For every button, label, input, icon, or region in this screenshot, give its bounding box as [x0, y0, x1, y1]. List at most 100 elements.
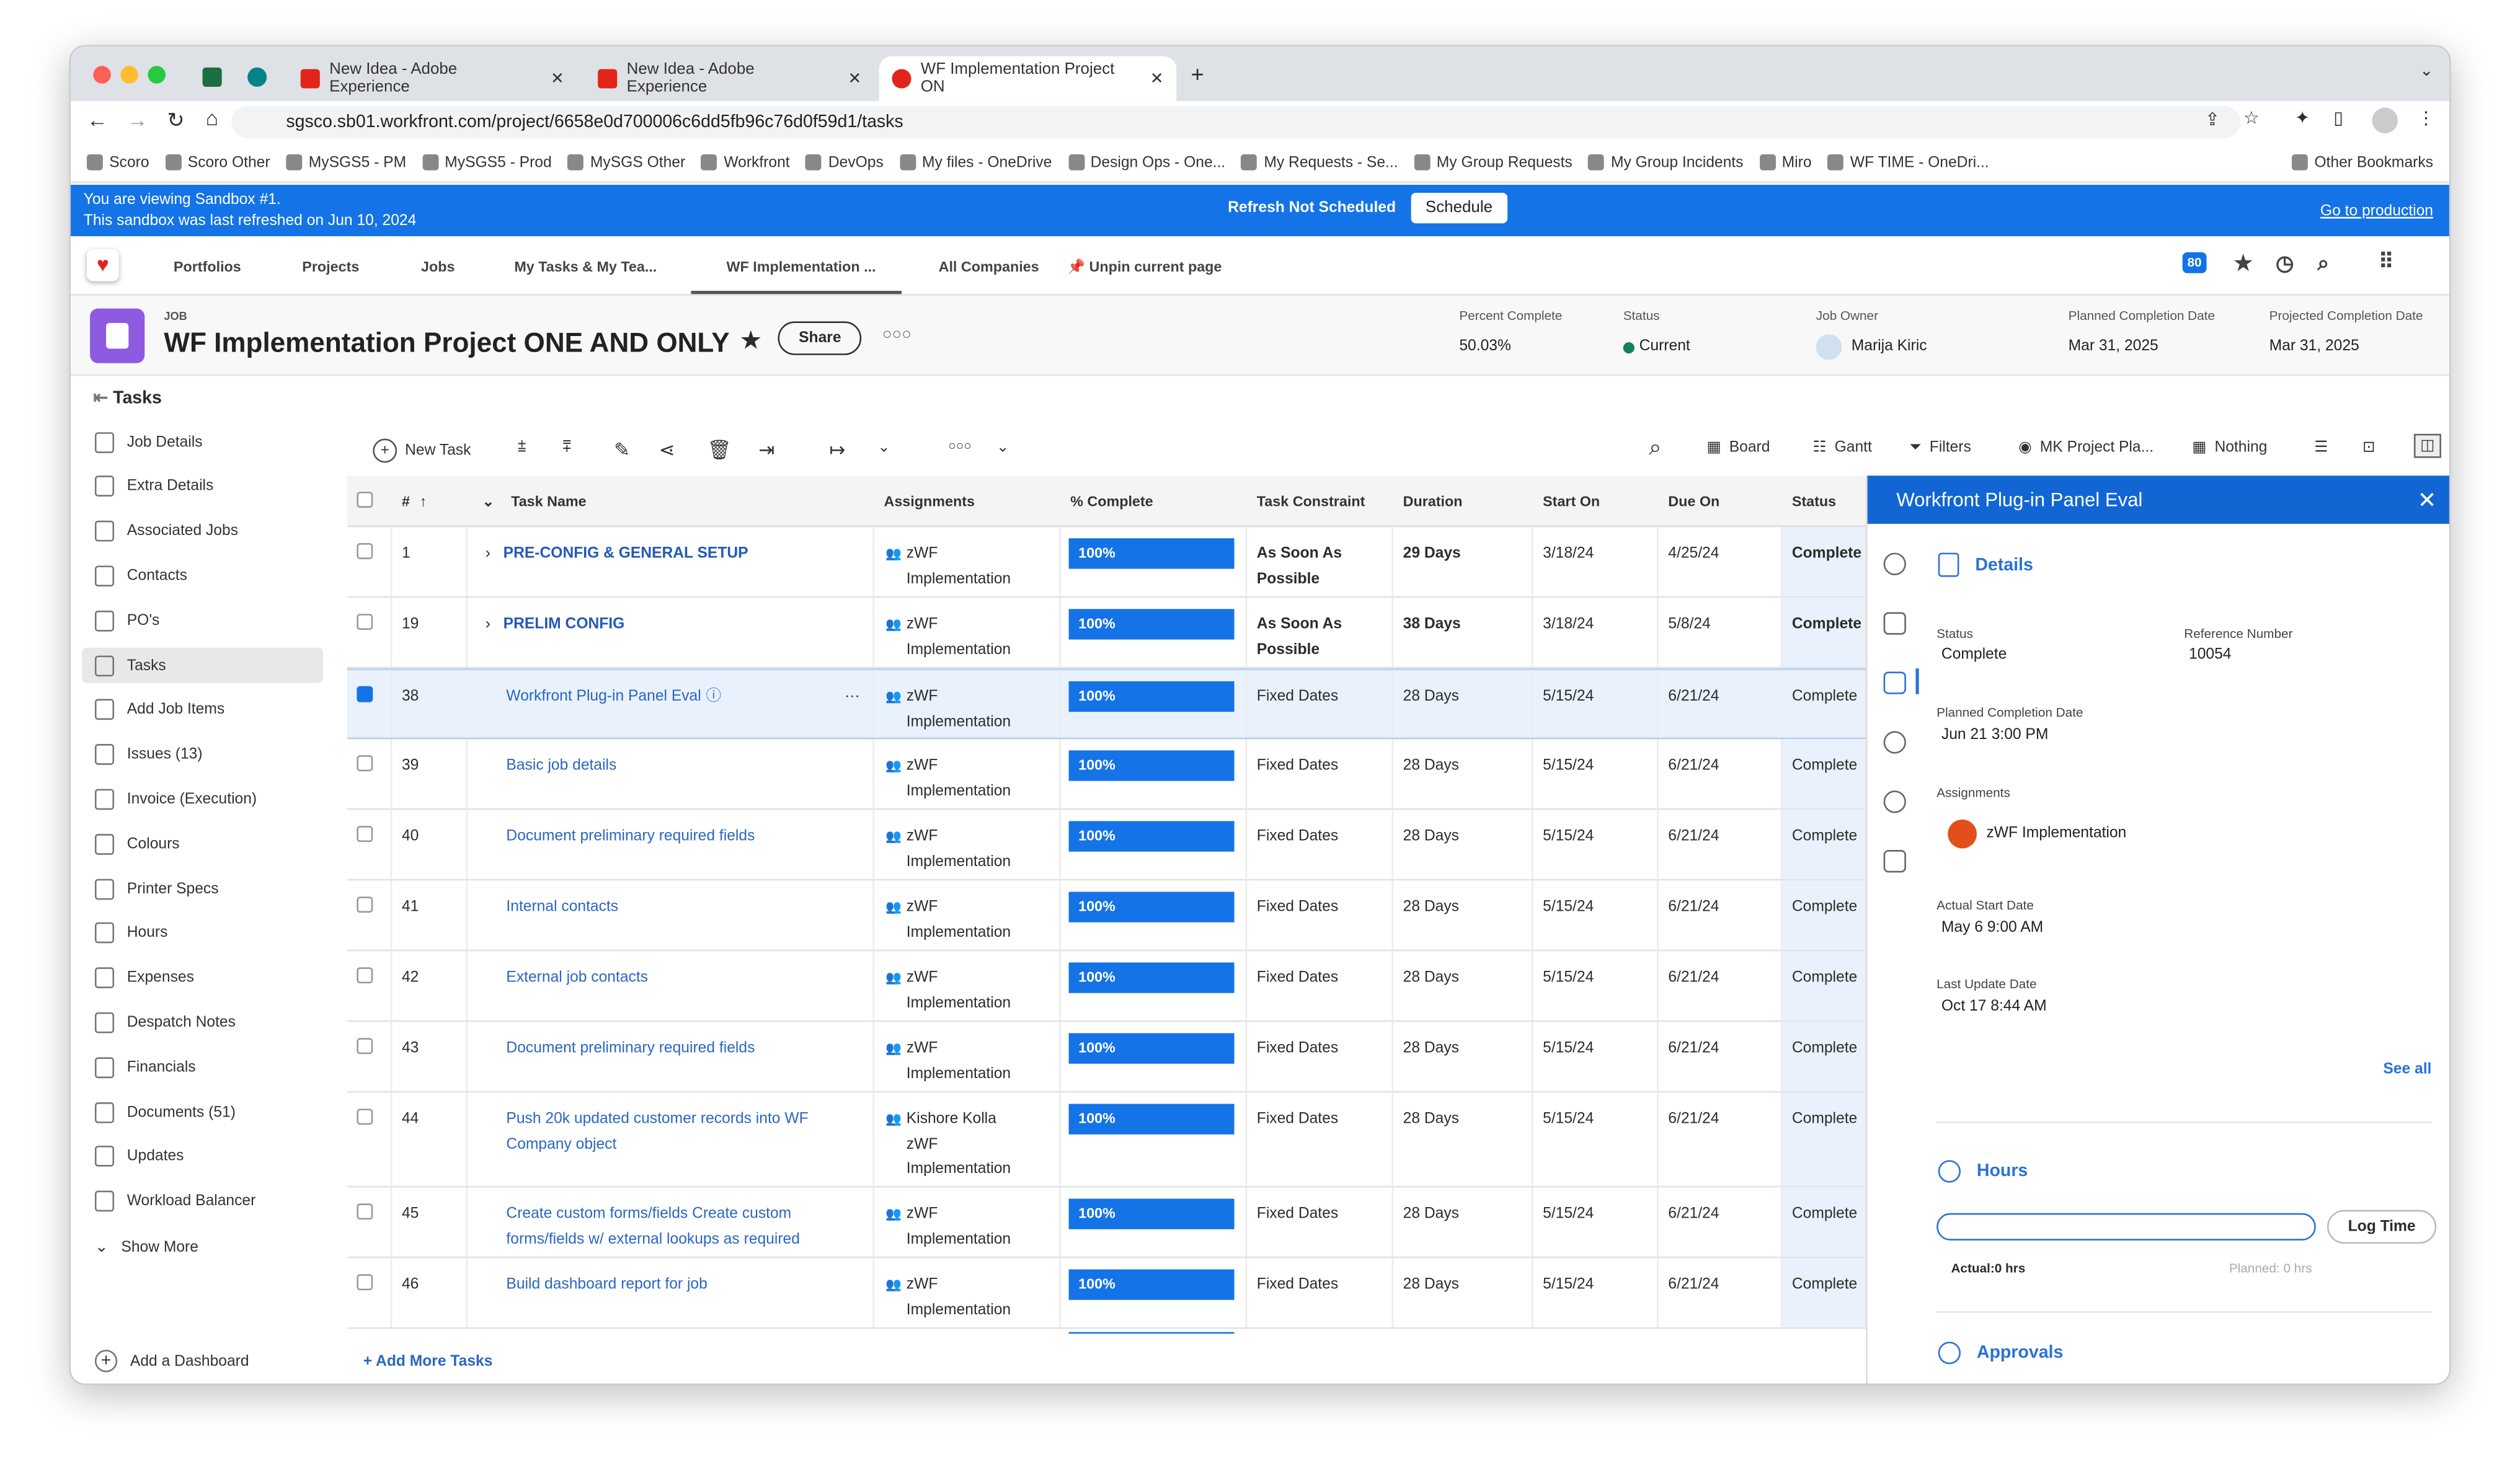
- move-icon[interactable]: ↦: [829, 438, 846, 461]
- assignment[interactable]: Implementation: [906, 781, 1011, 800]
- sidebar-item-extra-details[interactable]: Extra Details: [82, 469, 323, 504]
- task-name-link[interactable]: External job contacts: [506, 968, 648, 987]
- bookmark-item[interactable]: MySGS5 - Prod: [422, 154, 552, 171]
- nav-portfolios[interactable]: Portfolios: [173, 259, 241, 275]
- nav-jobs[interactable]: Jobs: [421, 259, 455, 275]
- assignment[interactable]: zWF: [906, 615, 938, 634]
- show-more-button[interactable]: ⌄ Show More: [82, 1230, 323, 1265]
- nav-my-tasks[interactable]: My Tasks & My Tea...: [514, 259, 657, 275]
- table-row[interactable]: 40 Document preliminary required fields zW…: [347, 810, 1866, 881]
- assignment[interactable]: Implementation: [906, 1301, 1011, 1319]
- side-panel-icon[interactable]: ▯: [2333, 109, 2344, 129]
- close-window-button[interactable]: [93, 66, 111, 84]
- view-selector[interactable]: ◉ MK Project Pla...: [2018, 438, 2154, 457]
- reload-icon[interactable]: ↻: [167, 107, 185, 132]
- sidebar-item-updates[interactable]: Updates: [82, 1139, 323, 1174]
- close-tab-icon[interactable]: ✕: [1150, 69, 1164, 88]
- bookmark-item[interactable]: My files - OneDrive: [899, 154, 1052, 171]
- nav-all-companies[interactable]: All Companies: [938, 259, 1039, 275]
- gantt-view-button[interactable]: ☷ Gantt: [1812, 438, 1872, 457]
- table-row[interactable]: 46 Build dashboard report for job zWF Imple…: [347, 1258, 1866, 1329]
- new-task-button[interactable]: + New Task: [373, 438, 471, 463]
- assignment[interactable]: zWF: [906, 756, 938, 775]
- bookmark-item[interactable]: MySGS Other: [567, 154, 685, 171]
- assignment[interactable]: zWF: [906, 1135, 938, 1153]
- back-icon[interactable]: ←: [86, 107, 108, 132]
- search-icon[interactable]: ⌕: [1649, 433, 1662, 460]
- profile-avatar[interactable]: [2372, 107, 2398, 134]
- indent-icon[interactable]: ⇥: [758, 438, 775, 461]
- edit-pencil-icon[interactable]: ✎: [614, 438, 631, 461]
- task-name-link[interactable]: Internal contacts: [506, 898, 619, 916]
- progress-bar[interactable]: 100%: [1068, 1104, 1235, 1135]
- progress-bar[interactable]: 100%: [1068, 892, 1235, 923]
- table-row[interactable]: 19 › PRELIM CONFIG zWF Implementation 👥 100% As…: [347, 598, 1866, 669]
- sidebar-item-despatch-notes[interactable]: Despatch Notes: [82, 1005, 323, 1040]
- sidebar-item-issues-13-[interactable]: Issues (13): [82, 737, 323, 772]
- collapse-nav-icon[interactable]: ⇤: [93, 389, 109, 409]
- assignment[interactable]: zWF: [906, 1275, 938, 1294]
- progress-bar[interactable]: 100%: [1068, 821, 1235, 852]
- list-view-icon[interactable]: ☰: [2314, 438, 2328, 457]
- nav-wf-implementation[interactable]: WF Implementation ...: [726, 259, 876, 275]
- home-icon[interactable]: ⌂: [205, 106, 219, 130]
- nav-projects[interactable]: Projects: [302, 259, 360, 275]
- column-header[interactable]: Due On: [1668, 493, 1720, 510]
- more-options-icon[interactable]: ○○○: [882, 326, 912, 344]
- row-checkbox[interactable]: [357, 1203, 373, 1220]
- favorite-star-icon[interactable]: ★: [739, 327, 763, 355]
- sidebar-item-workload-balancer[interactable]: Workload Balancer: [82, 1184, 323, 1219]
- row-checkbox[interactable]: [357, 1108, 373, 1125]
- share-button[interactable]: Share: [778, 321, 863, 355]
- task-name-link[interactable]: Workfront Plug-in Panel Eval: [506, 688, 701, 706]
- grouping-selector[interactable]: ▦ Nothing: [2192, 438, 2268, 457]
- tab-new-idea-2[interactable]: New Idea - Adobe Experience ✕: [585, 56, 874, 102]
- bookmark-item[interactable]: MySGS5 - PM: [286, 154, 406, 171]
- unpin-page-button[interactable]: 📌 Unpin current page: [1067, 259, 1222, 275]
- assignment[interactable]: zWF: [906, 898, 938, 916]
- assignment[interactable]: zWF: [906, 688, 938, 706]
- bookmark-item[interactable]: DevOps: [805, 154, 884, 171]
- progress-bar[interactable]: 100%: [1068, 750, 1235, 781]
- column-header[interactable]: Status: [1791, 493, 1837, 510]
- column-header[interactable]: Assignments: [884, 493, 975, 510]
- row-checkbox[interactable]: [357, 1274, 373, 1291]
- add-more-tasks-link[interactable]: + Add More Tasks: [363, 1353, 493, 1371]
- column-header[interactable]: Start On: [1543, 493, 1600, 510]
- assignment[interactable]: Implementation: [906, 712, 1011, 730]
- menu-icon[interactable]: ⋮: [2417, 109, 2435, 129]
- progress-bar[interactable]: 100%: [1068, 1198, 1235, 1229]
- row-checkbox[interactable]: [357, 896, 373, 913]
- table-row[interactable]: 42 External job contacts zWF Implementation…: [347, 951, 1866, 1022]
- table-row[interactable]: 39 Basic job details zWF Implementation 👥 100…: [347, 739, 1866, 810]
- table-row[interactable]: 38 Workfront Plug-in Panel Eval ⓘ ··· zWF Imp…: [347, 668, 1866, 740]
- favorites-star-icon[interactable]: ★: [2234, 250, 2253, 275]
- extensions-icon[interactable]: ✦: [2295, 109, 2310, 129]
- progress-bar[interactable]: 100%: [1068, 962, 1235, 993]
- minimize-window-button[interactable]: [120, 66, 138, 84]
- share-icon[interactable]: ⋖: [659, 438, 675, 461]
- more-chevron-icon[interactable]: ⌄: [996, 438, 1009, 457]
- sidebar-item-po-s[interactable]: PO's: [82, 603, 323, 638]
- row-checkbox[interactable]: [357, 826, 373, 843]
- progress-bar[interactable]: 100%: [1068, 681, 1235, 712]
- assignment[interactable]: Implementation: [906, 994, 1011, 1012]
- assignment[interactable]: zWF: [906, 1039, 938, 1058]
- table-row[interactable]: 41 Internal contacts zWF Implementation 👥 100…: [347, 880, 1866, 952]
- task-name-link[interactable]: PRELIM CONFIG: [503, 615, 625, 634]
- header-field-value[interactable]: Marija Kiric: [1851, 337, 1927, 355]
- close-tab-icon[interactable]: ✕: [550, 69, 564, 88]
- tab-new-idea-1[interactable]: New Idea - Adobe Experience ✕: [288, 56, 577, 102]
- column-header[interactable]: #: [401, 493, 410, 510]
- bookmark-item[interactable]: Workfront: [701, 154, 790, 171]
- sidebar-item-invoice-execution-[interactable]: Invoice (Execution): [82, 782, 323, 817]
- expand-chevron-icon[interactable]: ›: [485, 615, 490, 634]
- approvals-check-icon[interactable]: [1883, 790, 1906, 813]
- go-to-production-link[interactable]: Go to production: [2320, 202, 2433, 221]
- sidebar-item-documents-51-[interactable]: Documents (51): [82, 1094, 323, 1130]
- new-tab-button[interactable]: +: [1191, 61, 1204, 87]
- assignment[interactable]: zWF: [906, 1205, 938, 1223]
- assignment[interactable]: Implementation: [906, 569, 1011, 588]
- tab-list-chevron-icon[interactable]: ⌄: [2420, 63, 2433, 81]
- url-input[interactable]: sgsco.sb01.workfront.com/project/6658e0d…: [231, 106, 2240, 138]
